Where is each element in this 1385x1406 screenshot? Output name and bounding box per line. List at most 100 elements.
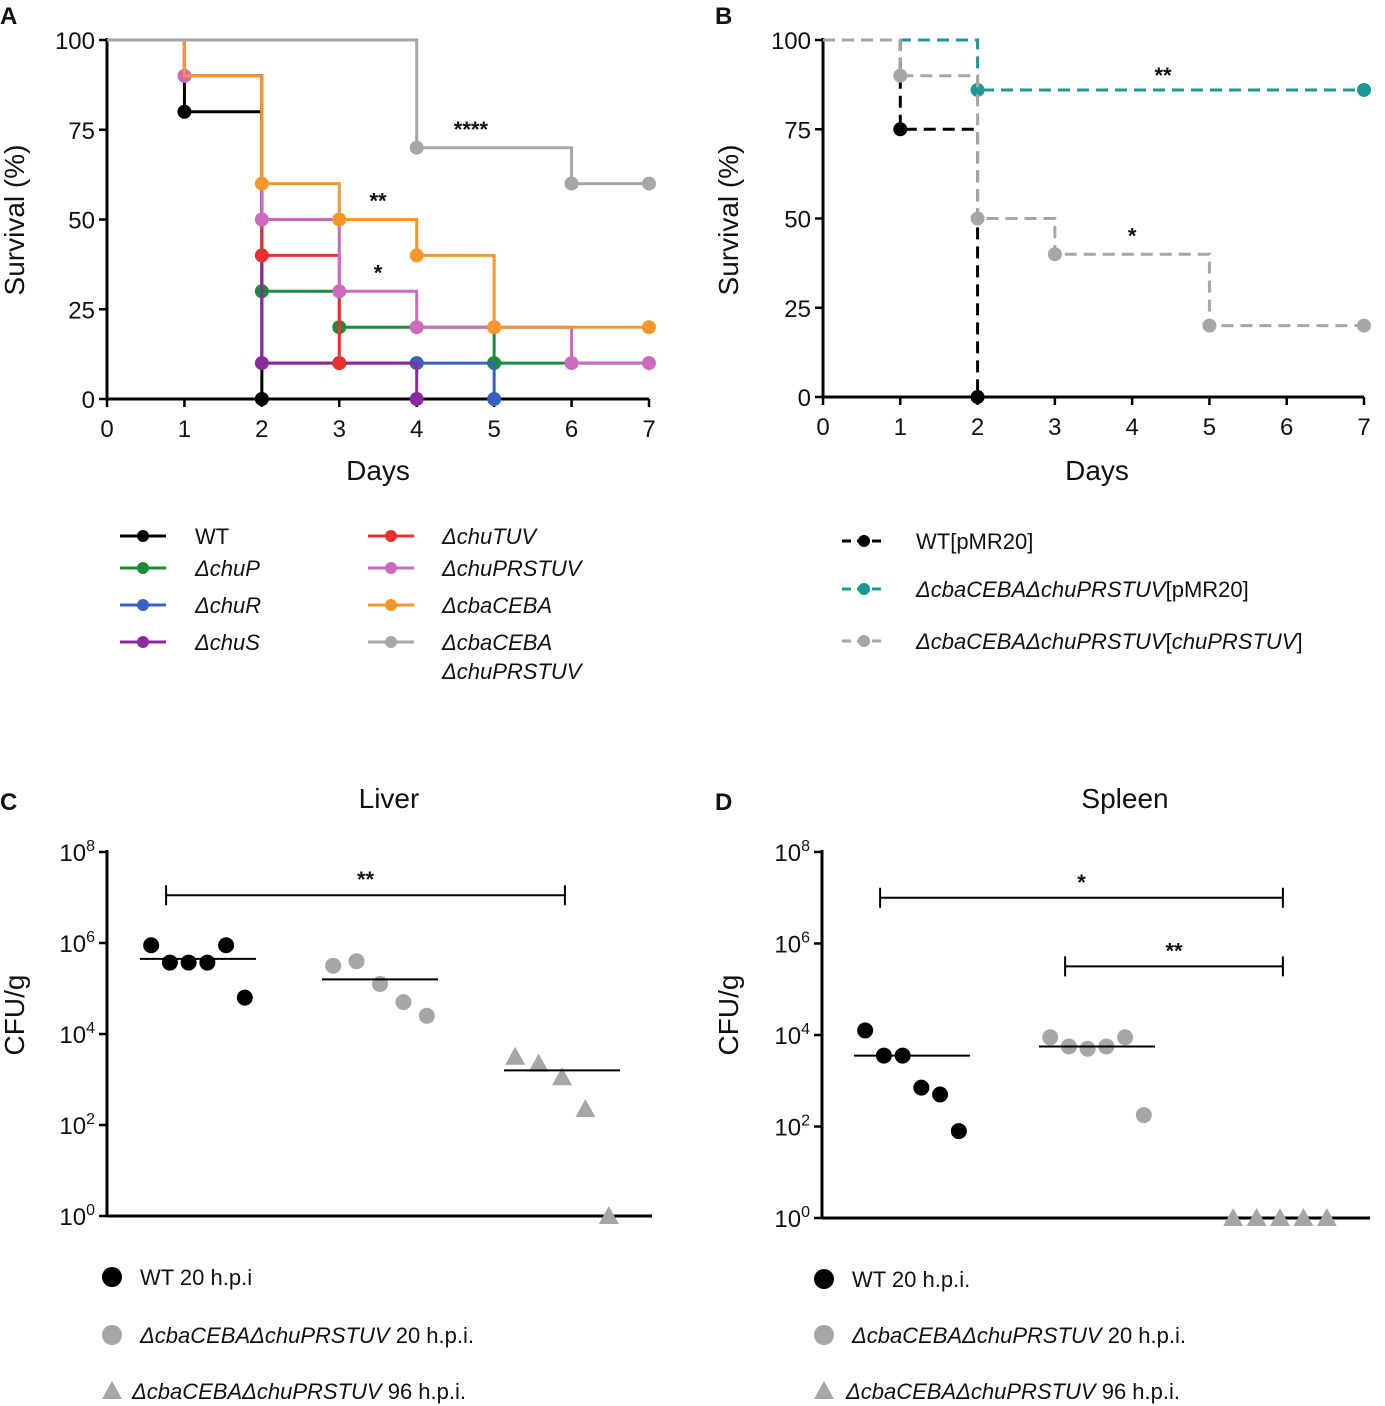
series-line-2 [823,38,1364,328]
legend-label: ΔchuR [194,593,261,618]
y-tick-label: 50 [784,207,811,234]
series-point-3 [254,356,269,371]
data-point-circle [199,954,216,971]
series-point-0 [970,390,985,404]
series-point-0 [177,104,192,119]
legend-marker-triangle [102,1381,122,1399]
legend-swatch-point [385,530,397,542]
data-point-circle [395,994,412,1011]
series-line-4 [107,38,341,364]
panel-b-label: B [715,3,732,30]
data-point-circle [418,1007,435,1024]
data-point-circle [372,975,388,992]
y-tick-label: 0 [82,387,95,414]
legend-label: ΔcbaCEBAΔchuPRSTUV[chuPRSTUV] [915,629,1303,654]
legend-swatch-point [137,599,149,611]
series-point-2 [1047,247,1062,262]
series-line-1 [823,38,1364,92]
y-tick-label: 102 [59,1111,95,1140]
y-tick-label: 102 [774,1113,810,1142]
data-point-circle [1135,1107,1152,1124]
data-point-triangle [552,1067,572,1086]
series-line-0 [823,38,1364,399]
series-point-7 [642,176,656,191]
x-tick-label: 5 [1203,414,1216,441]
data-point-circle [218,937,235,954]
series-point-4 [254,248,269,263]
data-point-circle [161,954,178,971]
y-tick-label: 0 [798,385,811,412]
series-point-2 [1357,318,1371,333]
series-point-1 [970,82,985,97]
y-tick-label: 100 [55,28,95,55]
data-point-triangle [528,1053,549,1072]
data-point-triangle [1270,1208,1290,1226]
y-tick-label: 106 [59,929,95,958]
legend-swatch-point [385,599,397,611]
legend-marker-circle [102,1325,122,1345]
data-point-triangle [1223,1208,1244,1226]
legend-label: WT 20 h.p.i [140,1265,252,1290]
significance-label: * [374,261,383,286]
data-point-circle [1079,1040,1096,1057]
legend-label: ΔchuTUV [441,524,539,549]
x-tick-label: 7 [642,416,655,443]
data-point-circle [1042,1029,1059,1046]
series-point-2 [1202,318,1217,333]
series-point-6 [332,212,347,227]
series-point-5 [642,356,656,371]
panel-d-ylabel: CFU/g [713,975,744,1056]
y-tick-label: 75 [68,118,95,145]
x-tick-label: 6 [565,416,578,443]
legend-label: WT [195,524,229,549]
x-tick-label: 3 [1048,414,1061,441]
y-tick-label: 106 [774,930,810,959]
significance-label: ** [357,867,375,892]
x-tick-label: 4 [410,416,423,443]
series-line-7 [107,38,649,186]
data-point-triangle [598,1206,619,1224]
legend-label: ΔcbaCEBAΔchuPRSTUV 20 h.p.i. [139,1323,474,1348]
legend-swatch-point [858,635,870,647]
legend-label: ΔchuPRSTUV [441,659,584,684]
data-point-circle [1117,1029,1134,1046]
panel-a-ylabel: Survival (%) [0,145,30,296]
legend-swatch-point [858,583,870,595]
data-point-circle [143,937,160,954]
legend-label: ΔcbaCEBA [441,630,552,655]
panel-a-label: A [0,3,17,30]
significance-label: **** [454,117,489,142]
data-point-triangle [1293,1208,1314,1226]
series-point-5 [254,212,269,227]
series-point-1 [1357,82,1371,97]
series-point-6 [409,248,424,263]
x-tick-label: 6 [1280,414,1293,441]
series-point-0 [893,122,908,137]
data-point-circle [857,1022,874,1039]
series-point-0 [254,392,269,406]
legend-label: ΔchuS [194,630,260,655]
data-point-circle [950,1123,967,1140]
significance-label: ** [1154,63,1172,88]
x-tick-label: 1 [178,416,191,443]
data-point-triangle [1246,1208,1267,1226]
legend-marker-circle [814,1269,834,1289]
panel-b-xlabel: Days [1065,455,1129,486]
data-point-circle [325,957,342,974]
data-point-triangle [575,1099,596,1118]
series-point-7 [564,176,579,191]
y-tick-label: 25 [784,296,811,323]
y-tick-label: 50 [68,208,95,235]
legend-label: ΔcbaCEBA [441,593,552,618]
data-point-circle [236,989,253,1006]
legend-label: WT 20 h.p.i. [852,1267,970,1292]
y-tick-label: 108 [59,838,95,867]
legend-label: ΔcbaCEBAΔchuPRSTUV 96 h.p.i. [131,1379,466,1404]
series-point-6 [642,320,656,335]
legend-marker-circle [814,1325,834,1345]
panel-c-label: C [0,789,17,816]
series-point-2 [487,392,502,406]
panel-c-ylabel: CFU/g [0,975,30,1056]
